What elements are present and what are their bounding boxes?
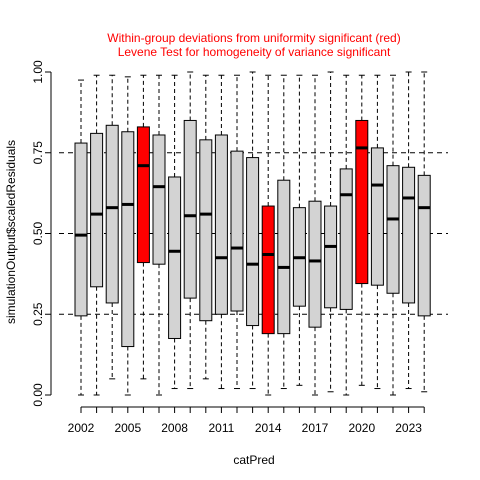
box-body	[230, 150, 244, 312]
box-2017	[308, 74, 322, 396]
title-line-1: Within-group deviations from uniformity …	[107, 31, 400, 45]
box-body	[261, 205, 275, 335]
x-tick-label: 2002	[68, 421, 95, 435]
y-axis: 0.00 0.25 0.50 0.75 1.00	[31, 60, 52, 407]
box-2007	[152, 74, 166, 396]
box-2024	[417, 71, 431, 393]
box-body	[183, 119, 197, 299]
x-tick-label: 2005	[114, 421, 141, 435]
box-2008	[168, 74, 182, 390]
box-body	[136, 126, 150, 264]
box-body	[308, 200, 322, 328]
x-tick-label: 2023	[395, 421, 422, 435]
box-2012	[230, 74, 244, 390]
x-tick-label: 2011	[208, 421, 234, 435]
box-body	[105, 124, 119, 304]
box-body	[90, 132, 104, 288]
box-2015	[277, 74, 291, 390]
box-body	[324, 205, 338, 309]
box-body	[386, 165, 400, 294]
title-line-2: Levene Test for homogeneity of variance …	[118, 45, 391, 59]
box-body	[402, 166, 416, 304]
box-body	[152, 134, 166, 265]
box-body	[214, 134, 228, 315]
x-tick-label: 2017	[302, 421, 329, 435]
box-2020	[355, 74, 369, 386]
y-axis-label: simulationOutput$scaledResiduals	[4, 140, 18, 324]
box-body	[355, 119, 369, 285]
x-axis: 2002 2005 2008 2011 2014 2017 2020 2023	[68, 406, 425, 435]
box-2013	[246, 71, 260, 390]
box-2010	[199, 74, 213, 380]
box-2009	[183, 71, 197, 390]
chart-title: Within-group deviations from uniformity …	[107, 31, 400, 59]
y-tick-label: 0.25	[31, 302, 45, 326]
box-body	[199, 139, 213, 322]
box-2014	[261, 74, 275, 396]
box-2006	[136, 74, 150, 380]
y-tick-label: 0.00	[31, 383, 45, 407]
box-body	[339, 168, 353, 310]
box-2016	[292, 74, 306, 386]
box-body	[370, 147, 384, 286]
x-tick-label: 2014	[255, 421, 282, 435]
y-tick-label: 0.50	[31, 221, 45, 245]
box-body	[277, 179, 291, 335]
box-body	[74, 142, 88, 317]
box-2003	[90, 74, 104, 396]
box-2022	[386, 74, 400, 396]
box-2018	[324, 71, 338, 393]
box-2005	[121, 76, 135, 396]
box-body	[417, 174, 431, 317]
box-series	[74, 71, 431, 396]
x-tick-label: 2008	[161, 421, 188, 435]
box-2023	[402, 71, 416, 390]
box-2004	[105, 74, 119, 380]
box-2019	[339, 74, 353, 396]
box-2021	[370, 74, 384, 390]
x-tick-label: 2020	[348, 421, 375, 435]
y-tick-label: 0.75	[31, 141, 45, 165]
y-tick-label: 1.00	[31, 60, 45, 84]
x-axis-label: catPred	[233, 453, 274, 467]
box-2002	[74, 79, 88, 396]
box-body	[168, 176, 182, 339]
box-body	[121, 131, 135, 348]
box-2011	[214, 74, 228, 390]
box-body	[246, 157, 260, 327]
